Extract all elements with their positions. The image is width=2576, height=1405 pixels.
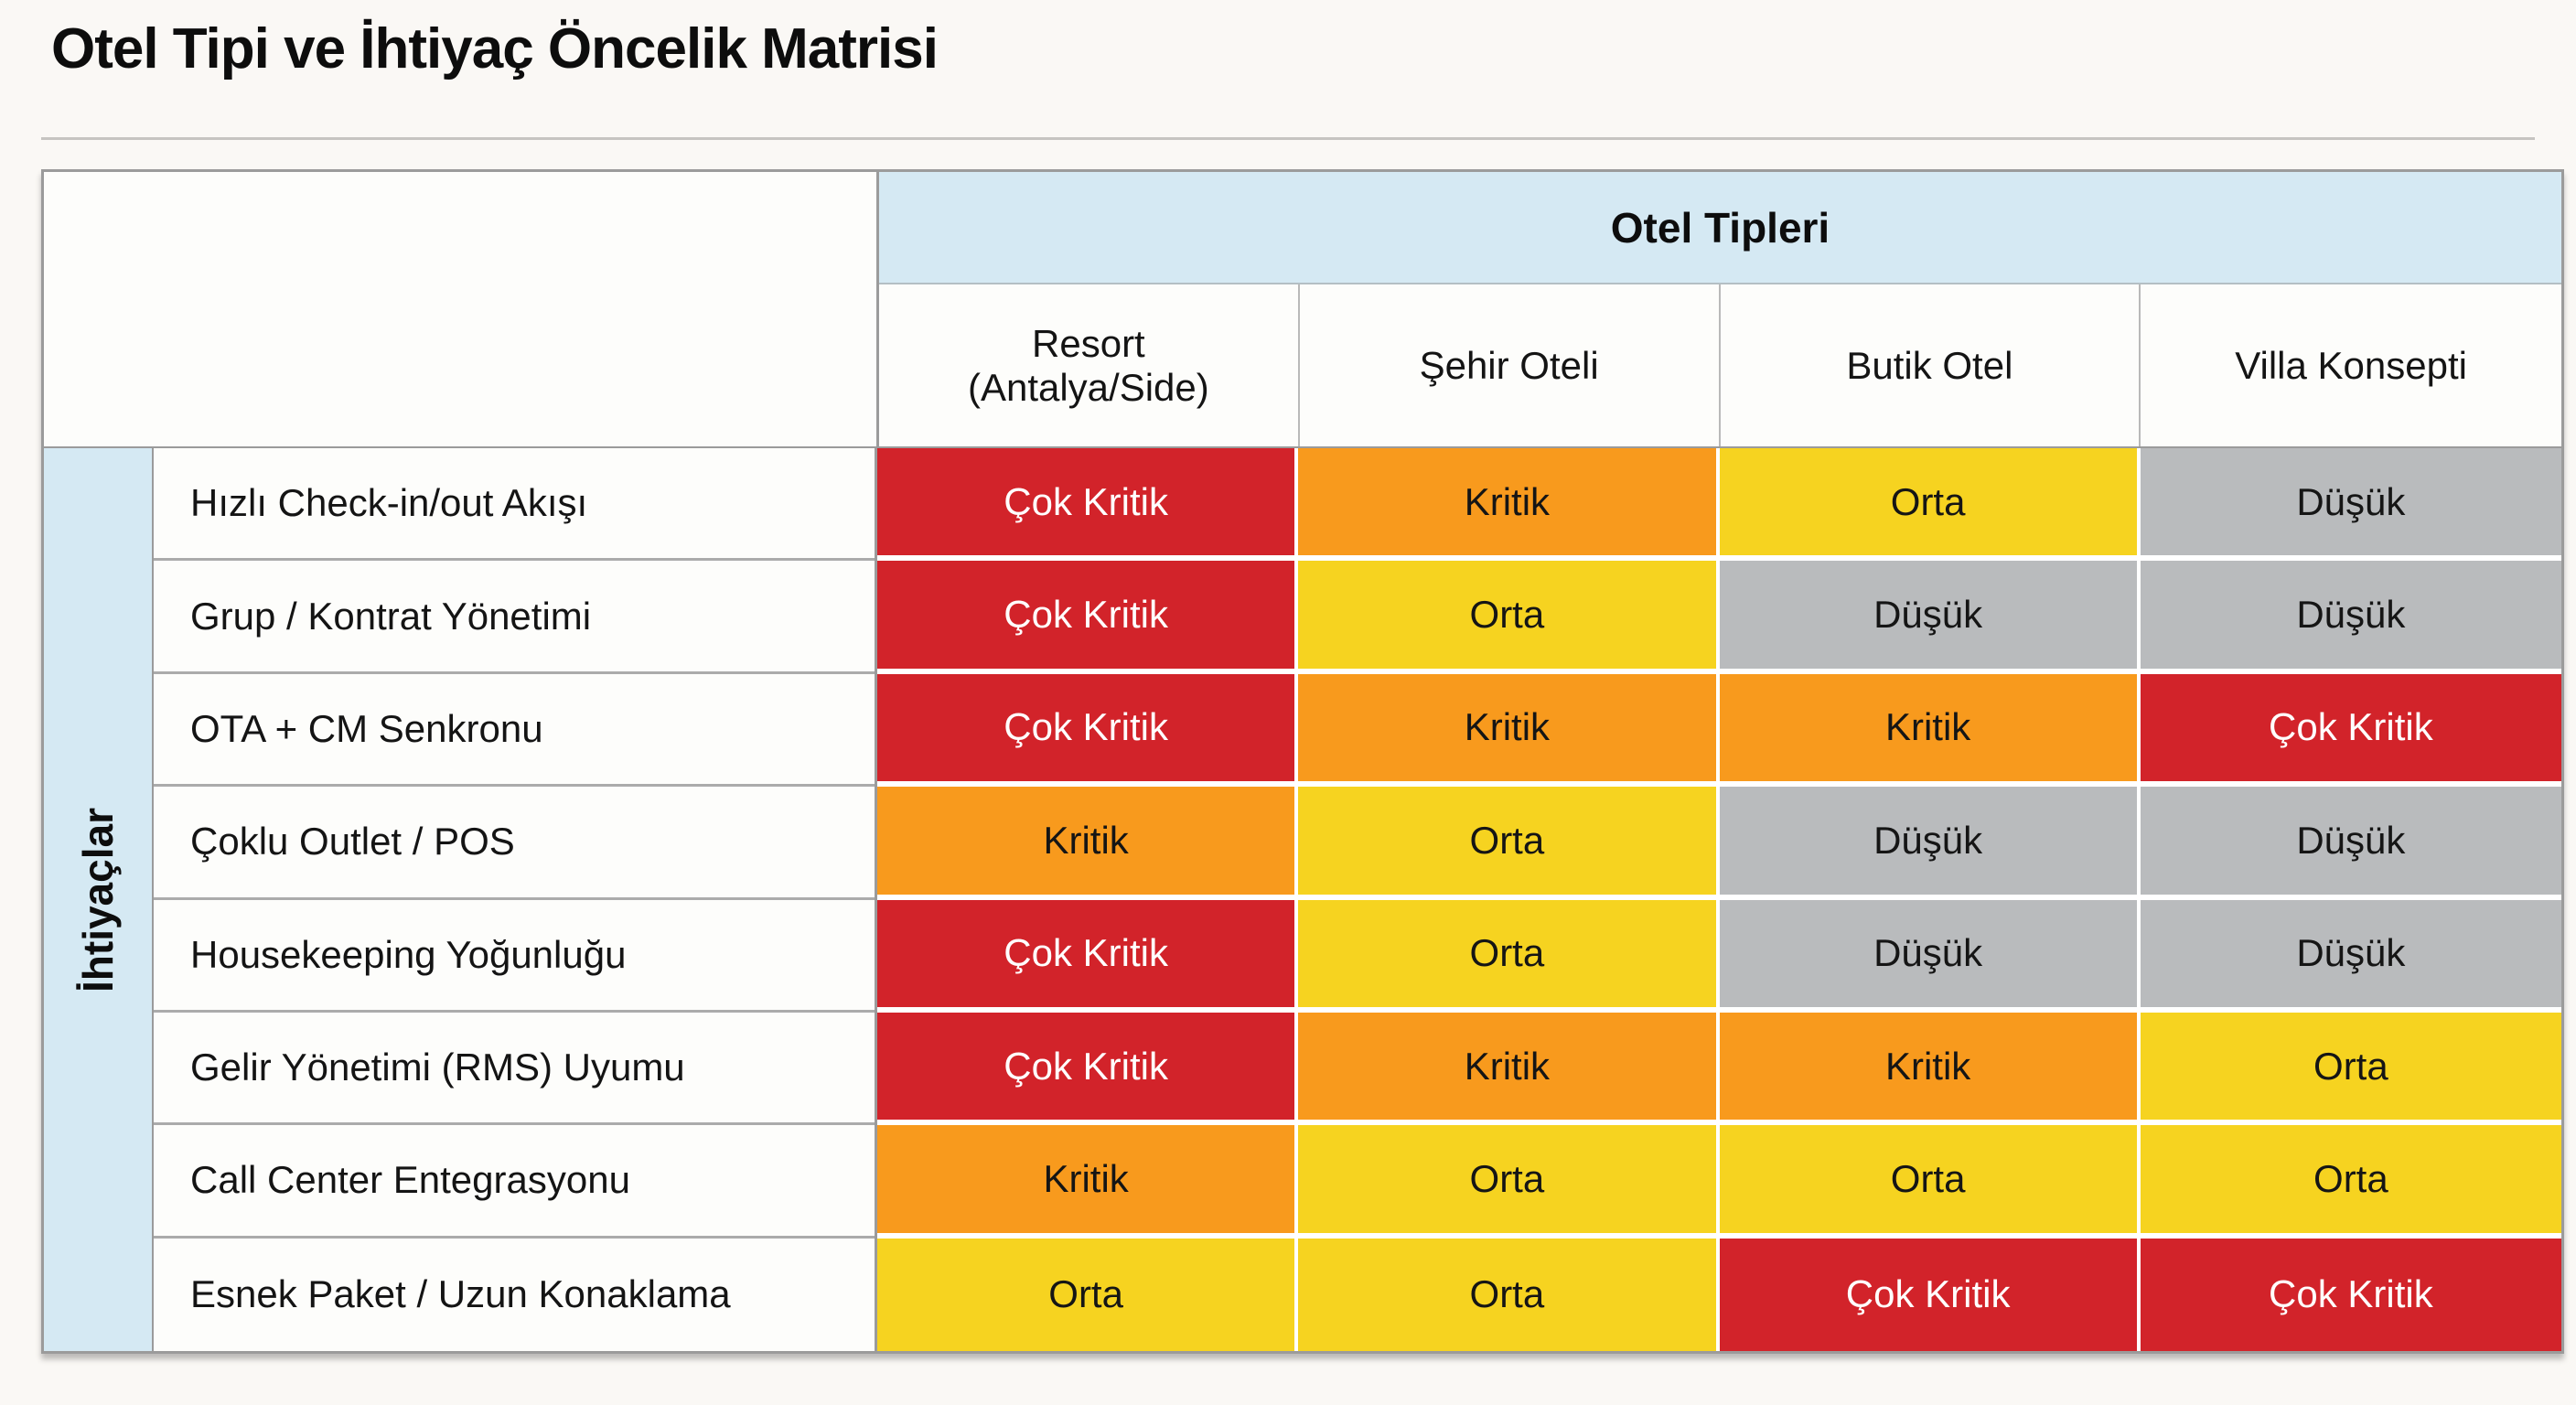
table-header-area: Otel Tipleri Resort (Antalya/Side) Şehir … xyxy=(44,172,2561,448)
matrix-cell-r2-c3: Düşük xyxy=(1719,561,2141,674)
row-group-label: İhtiyaçlar xyxy=(74,807,122,992)
matrix-cell-r3-c2: Kritik xyxy=(1298,673,1720,788)
matrix-cell-r1-c4: Düşük xyxy=(2140,448,2561,562)
row-label-3: OTA + CM Senkronu xyxy=(154,674,875,788)
priority-matrix-table: Otel Tipleri Resort (Antalya/Side) Şehir … xyxy=(41,169,2564,1354)
row-label-8: Esnek Paket / Uzun Konaklama xyxy=(190,1272,731,1316)
row-label-1: Hızlı Check-in/out Akışı xyxy=(154,448,875,562)
matrix-cell-r3-c1: Çok Kritik xyxy=(877,673,1299,788)
matrix-cell-r2-c1: Çok Kritik xyxy=(877,561,1299,674)
matrix-cell-r7-c4: Orta xyxy=(2140,1125,2561,1239)
matrix-cell-r1-c3: Orta xyxy=(1719,448,2141,562)
matrix-cell-r6-c3: Kritik xyxy=(1719,1012,2141,1126)
column-header-3: Butik Otel xyxy=(1721,284,2141,446)
row-group-header: İhtiyaçlar xyxy=(44,448,154,1351)
column-group-header: Otel Tipleri xyxy=(879,172,2561,284)
matrix-cell-r2-c2: Orta xyxy=(1298,561,1720,674)
matrix-cell-r4-c4: Düşük xyxy=(2140,787,2561,900)
row-label-7: Call Center Entegrasyonu xyxy=(154,1125,875,1239)
matrix-cell-r5-c2: Orta xyxy=(1298,899,1720,1013)
table-body-area: İhtiyaçlar Hızlı Check-in/out Akışı Grup … xyxy=(44,448,2561,1351)
matrix-cell-r7-c2: Orta xyxy=(1298,1125,1720,1239)
matrix-cell-r6-c2: Kritik xyxy=(1298,1012,1720,1126)
matrix-cell-r8-c1: Orta xyxy=(877,1238,1299,1351)
title-divider xyxy=(41,137,2535,140)
matrix-cell-r7-c1: Kritik xyxy=(877,1125,1299,1239)
matrix-cell-r5-c4: Düşük xyxy=(2140,899,2561,1013)
column-header-1: Resort (Antalya/Side) xyxy=(879,284,1300,446)
matrix-cell-r7-c3: Orta xyxy=(1719,1125,2141,1239)
matrix-cell-r8-c2: Orta xyxy=(1298,1238,1720,1351)
matrix-cell-r3-c3: Kritik xyxy=(1719,673,2141,788)
matrix-cell-r6-c1: Çok Kritik xyxy=(877,1012,1299,1126)
row-label-column: Hızlı Check-in/out Akışı Grup / Kontrat Y… xyxy=(154,448,877,1351)
column-header-4: Villa Konsepti xyxy=(2235,343,2467,387)
matrix-cell-r1-c1: Çok Kritik xyxy=(877,448,1299,562)
column-header-2: Şehir Oteli xyxy=(1300,284,1721,446)
row-label-6: Gelir Yönetimi (RMS) Uyumu xyxy=(154,1013,875,1126)
matrix-cell-r8-c3: Çok Kritik xyxy=(1719,1238,2141,1351)
row-label-5: Housekeeping Yoğunluğu xyxy=(154,900,875,1013)
matrix-cell-r8-c4: Çok Kritik xyxy=(2140,1238,2561,1351)
matrix-cell-r4-c2: Orta xyxy=(1298,787,1720,900)
page-title: Otel Tipi ve İhtiyaç Öncelik Matrisi xyxy=(51,17,939,80)
row-label-4: Çoklu Outlet / POS xyxy=(154,787,875,900)
matrix-cell-r4-c3: Düşük xyxy=(1719,787,2141,900)
matrix-cell-r1-c2: Kritik xyxy=(1298,448,1720,562)
matrix-cell-r2-c4: Düşük xyxy=(2140,561,2561,674)
matrix-cell-r6-c4: Orta xyxy=(2140,1012,2561,1126)
matrix-cell-r4-c1: Kritik xyxy=(877,787,1299,900)
matrix-cell-r5-c1: Çok Kritik xyxy=(877,899,1299,1013)
row-label-2: Grup / Kontrat Yönetimi xyxy=(154,561,875,674)
matrix-cell-grid: Çok Kritik Kritik Orta Düşük Çok Kritik Orta D… xyxy=(877,448,2561,1351)
column-header-row: Resort (Antalya/Side) Şehir Oteli Butik Ot… xyxy=(879,284,2561,446)
matrix-cell-r3-c4: Çok Kritik xyxy=(2140,673,2561,788)
matrix-cell-r5-c3: Düşük xyxy=(1719,899,2141,1013)
corner-cell xyxy=(44,172,879,446)
column-headers-block: Otel Tipleri Resort (Antalya/Side) Şehir … xyxy=(879,172,2561,446)
